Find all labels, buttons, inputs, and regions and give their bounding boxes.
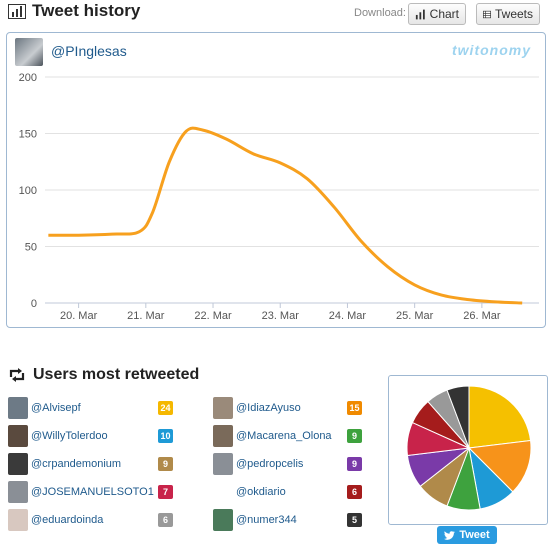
user-handle[interactable]: @Macarena_Olona — [236, 430, 332, 442]
x-tick-label: 22. Mar — [194, 310, 232, 322]
tweet-history-chart: 0 50 100 150 200 20. Mar 21. Mar 22. Mar 23. Mar… — [19, 72, 539, 322]
spreadsheet-icon — [483, 10, 491, 18]
avatar[interactable] — [8, 425, 28, 447]
list-item[interactable]: @crpandemonium — [8, 452, 121, 476]
x-tick-label: 23. Mar — [262, 310, 300, 322]
users-section-header: Users most retweeted — [8, 366, 199, 384]
list-item[interactable]: @numer344 — [213, 508, 297, 532]
user-handle[interactable]: @numer344 — [236, 514, 297, 526]
list-item[interactable]: @eduardoinda — [8, 508, 103, 532]
user-handle[interactable]: @crpandemonium — [31, 458, 122, 470]
count-badge: 6 — [158, 513, 173, 527]
user-handle[interactable]: @IdiazAyuso — [236, 402, 301, 414]
count-badge: 9 — [158, 457, 173, 471]
download-chart-button[interactable]: Chart — [408, 3, 466, 25]
y-tick-label: 50 — [25, 242, 37, 254]
user-handle[interactable]: @WillyTolerdoo — [31, 430, 108, 442]
avatar[interactable] — [8, 397, 28, 419]
section-header: Tweet history — [8, 0, 140, 22]
pie-slice — [446, 385, 470, 449]
list-item[interactable]: @JOSEMANUELSOTO1 — [8, 480, 154, 504]
count-badge: 9 — [347, 457, 362, 471]
retweets-pie-panel — [388, 375, 548, 525]
x-tick-label: 25. Mar — [396, 310, 434, 322]
list-item[interactable]: @Macarena_Olona — [213, 424, 332, 448]
brand-logo: twitonomy — [452, 42, 531, 58]
avatar[interactable] — [15, 38, 43, 66]
tweet-history-panel: @PInglesas twitonomy 0 50 100 150 200 20. Mar… — [6, 32, 546, 328]
y-tick-label: 100 — [19, 185, 37, 197]
list-item[interactable]: @okdiario — [213, 480, 286, 504]
user-handle[interactable]: @Alvisepf — [31, 402, 81, 414]
y-tick-label: 200 — [19, 72, 37, 84]
count-badge: 6 — [347, 485, 362, 499]
pie-slice — [468, 385, 532, 449]
avatar[interactable] — [213, 397, 233, 419]
avatar[interactable] — [213, 453, 233, 475]
bar-chart-icon — [415, 9, 425, 19]
tweet-button[interactable]: Tweet — [437, 526, 497, 544]
series-line — [48, 126, 523, 305]
y-tick-label: 0 — [31, 298, 37, 310]
user-handle[interactable]: @pedropcelis — [236, 458, 304, 470]
count-badge: 15 — [347, 401, 362, 415]
avatar[interactable] — [213, 425, 233, 447]
avatar[interactable] — [8, 453, 28, 475]
count-badge: 24 — [158, 401, 173, 415]
avatar[interactable] — [8, 509, 28, 531]
list-item[interactable]: @Alvisepf — [8, 396, 81, 420]
retweet-icon — [9, 368, 25, 382]
download-tweets-button[interactable]: Tweets — [476, 3, 540, 25]
page-title: Tweet history — [32, 1, 141, 20]
download-chart-label: Chart — [429, 7, 459, 21]
user-handle[interactable]: @JOSEMANUELSOTO1 — [31, 486, 154, 498]
user-handle[interactable]: @eduardoinda — [31, 514, 104, 526]
avatar[interactable] — [213, 509, 233, 531]
count-badge: 9 — [347, 429, 362, 443]
twitter-bird-icon — [444, 530, 456, 540]
download-tweets-label: Tweets — [494, 7, 533, 21]
avatar[interactable] — [213, 481, 233, 503]
bar-chart-icon — [8, 3, 26, 19]
y-tick-label: 150 — [19, 129, 37, 141]
profile-handle[interactable]: @PInglesas — [51, 43, 127, 59]
avatar[interactable] — [8, 481, 28, 503]
x-tick-label: 20. Mar — [60, 310, 98, 322]
pie-slice — [467, 439, 532, 493]
list-item[interactable]: @IdiazAyuso — [213, 396, 301, 420]
count-badge: 10 — [158, 429, 173, 443]
count-badge: 5 — [347, 513, 362, 527]
users-section-title: Users most retweeted — [33, 366, 200, 383]
list-item[interactable]: @WillyTolerdoo — [8, 424, 108, 448]
download-label: Download: — [354, 7, 406, 19]
x-tick-label: 21. Mar — [127, 310, 165, 322]
x-tick-label: 24. Mar — [329, 310, 367, 322]
x-tick-label: 26. Mar — [463, 310, 501, 322]
tweet-button-label: Tweet — [459, 529, 490, 541]
count-badge: 7 — [158, 485, 173, 499]
list-item[interactable]: @pedropcelis — [213, 452, 303, 476]
retweets-pie-chart — [406, 385, 532, 511]
user-handle[interactable]: @okdiario — [236, 486, 286, 498]
